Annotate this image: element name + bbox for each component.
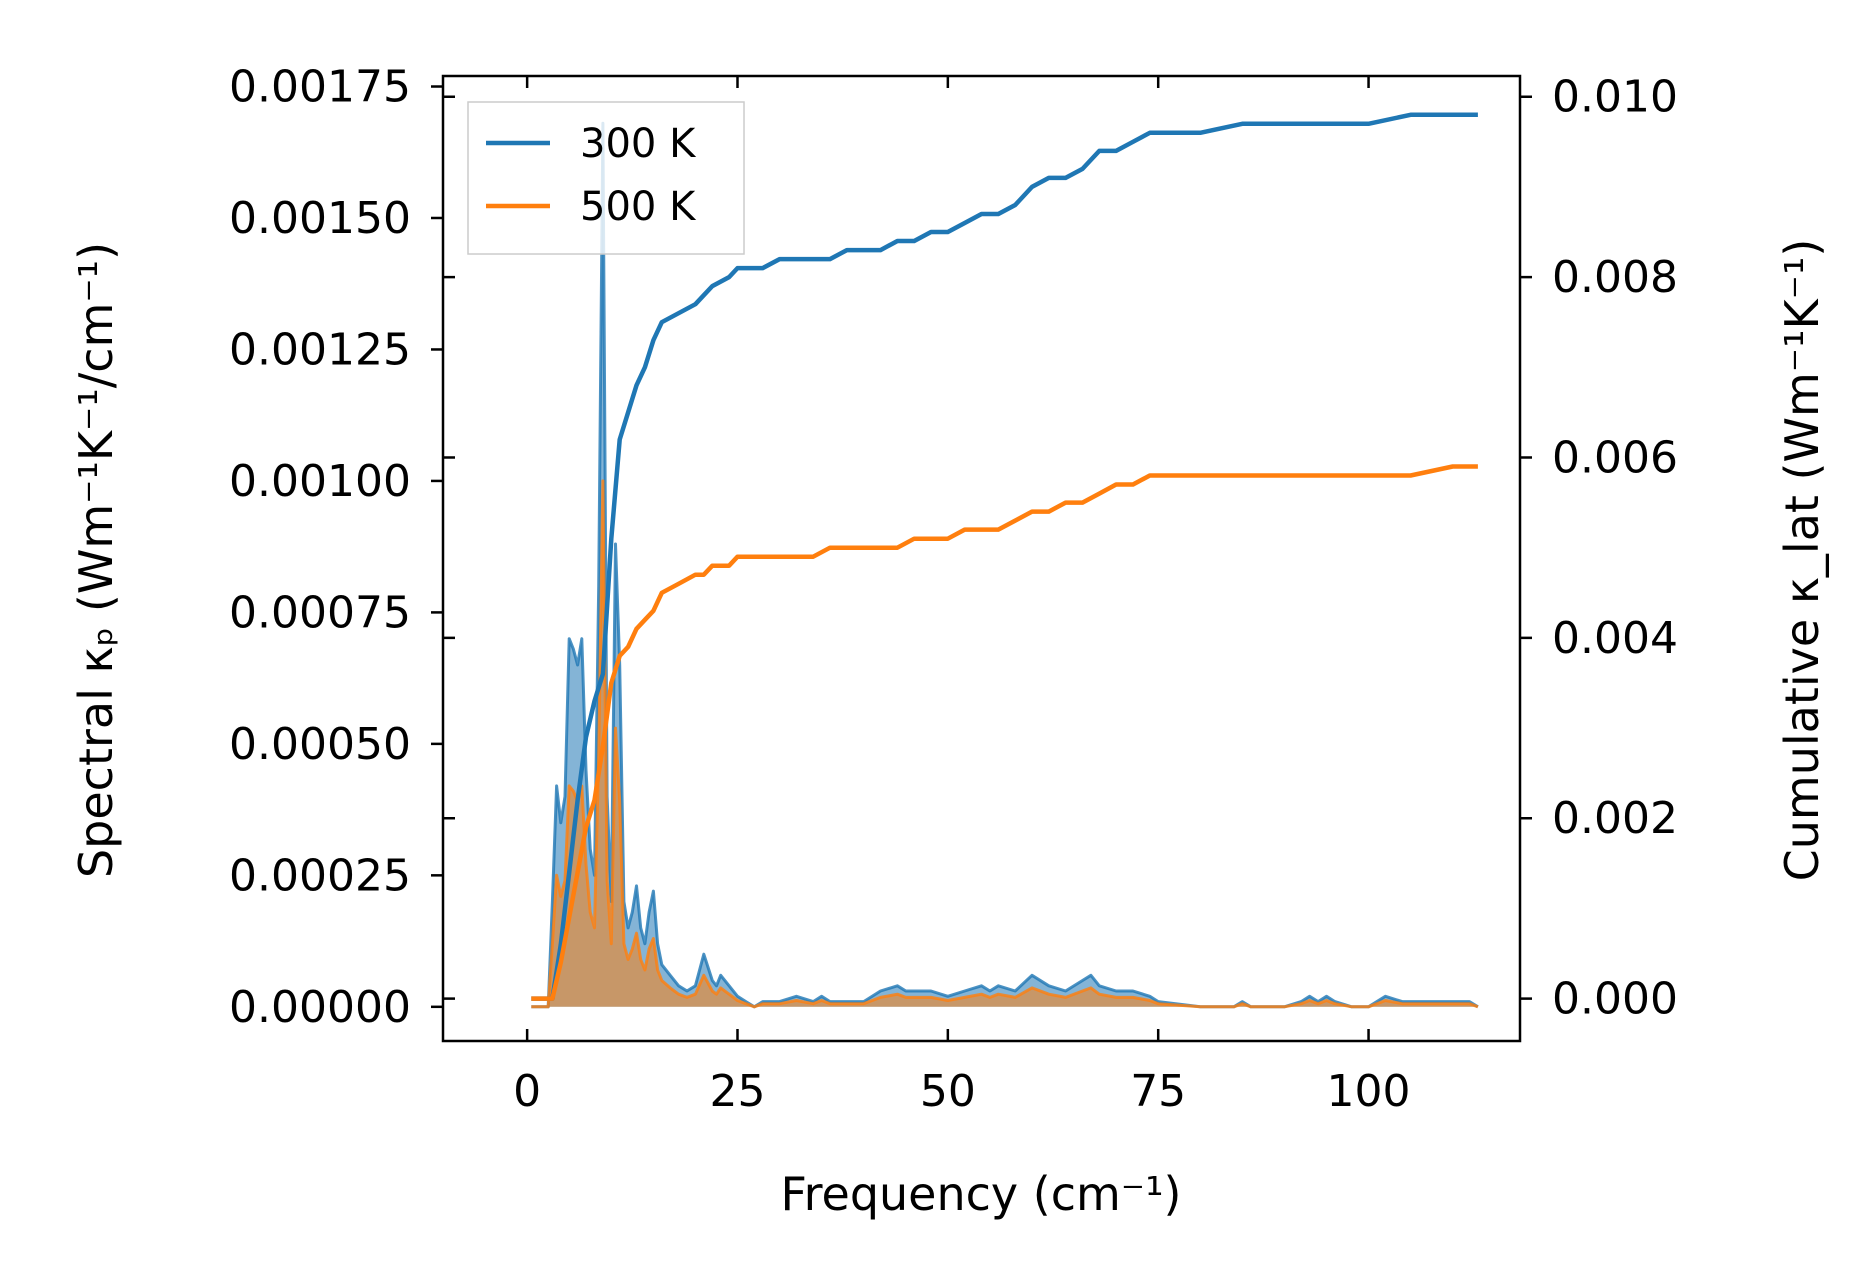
y-left-tick-label: 0.00000 bbox=[229, 982, 411, 1033]
y-left-tick-label: 0.00150 bbox=[229, 193, 411, 244]
legend-label-500k: 500 K bbox=[580, 184, 697, 230]
legend: 300 K 500 K bbox=[467, 101, 745, 255]
spectral-lines bbox=[531, 121, 1479, 1009]
cumulative-lines bbox=[531, 112, 1478, 1001]
y-right-tick-label: 0.002 bbox=[1552, 793, 1678, 844]
x-tick-label: 75 bbox=[1130, 1066, 1186, 1117]
y-right-tick-label: 0.004 bbox=[1552, 613, 1678, 664]
y-right-tick-label: 0.006 bbox=[1552, 432, 1678, 483]
plot-frame bbox=[441, 74, 1522, 1043]
y-left-tick-label: 0.00125 bbox=[229, 324, 411, 375]
x-tick-label: 100 bbox=[1327, 1066, 1411, 1117]
legend-label-300k: 300 K bbox=[580, 121, 697, 167]
legend-box bbox=[467, 101, 745, 255]
y-left-tick-label: 0.00075 bbox=[229, 587, 411, 638]
left-y-axis-label: Spectral κₚ (Wm⁻¹K⁻¹/cm⁻¹) bbox=[69, 242, 123, 878]
right-y-axis-ticks: 0.000 0.002 0.004 0.006 0.008 0.010 bbox=[443, 72, 1678, 1025]
cumulative-line-300k bbox=[531, 112, 1478, 1001]
y-right-tick-label: 0.000 bbox=[1552, 974, 1678, 1025]
x-axis-ticks: 0 25 50 75 100 bbox=[513, 76, 1411, 1117]
y-right-tick-label: 0.008 bbox=[1552, 252, 1678, 303]
y-left-tick-label: 0.00100 bbox=[229, 456, 411, 507]
left-y-axis-ticks: 0.00000 0.00025 0.00050 0.00075 0.00100 0.001… bbox=[229, 62, 443, 1033]
right-y-axis-label: Cumulative κ_lat (Wm⁻¹K⁻¹) bbox=[1775, 239, 1829, 882]
x-axis-label: Frequency (cm⁻¹) bbox=[781, 1167, 1182, 1221]
y-right-tick-label: 0.010 bbox=[1552, 72, 1678, 123]
x-tick-label: 0 bbox=[513, 1066, 541, 1117]
y-left-tick-label: 0.00175 bbox=[229, 62, 411, 113]
y-left-tick-label: 0.00050 bbox=[229, 719, 411, 770]
spectral-line-500k bbox=[531, 479, 1479, 1009]
x-tick-label: 25 bbox=[709, 1066, 765, 1117]
x-tick-label: 50 bbox=[920, 1066, 976, 1117]
y-left-tick-label: 0.00025 bbox=[229, 850, 411, 901]
cumulative-line-500k bbox=[531, 464, 1478, 1001]
